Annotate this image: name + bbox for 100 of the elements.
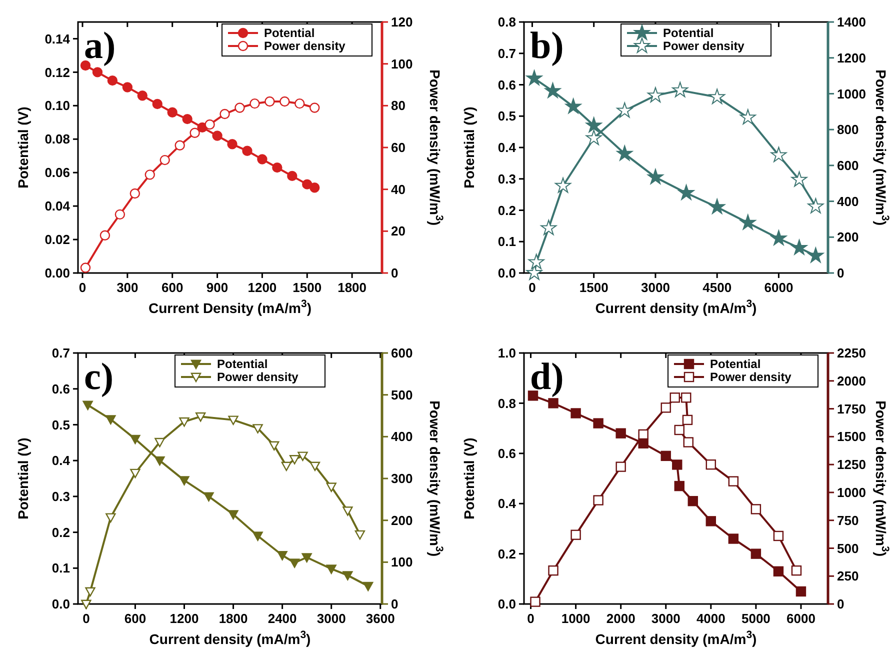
x-tick-label: 5000 <box>741 611 770 626</box>
y-tick-label: 0.08 <box>44 132 70 147</box>
legend-label: Potential <box>710 357 761 372</box>
point <box>179 417 190 427</box>
y-tick-label: 0.8 <box>498 14 516 30</box>
y2-tick-label: 300 <box>391 471 413 486</box>
y-tick-label: 0.6 <box>498 77 516 92</box>
y2-tick-label: 1500 <box>837 429 866 444</box>
y2-tick-label: 80 <box>391 98 406 114</box>
y-tick-label: 0.1 <box>498 234 516 250</box>
y-tick-label: 0.5 <box>52 417 70 432</box>
point <box>647 168 664 184</box>
point <box>190 128 200 138</box>
point <box>638 429 648 440</box>
x-tick-label: 1800 <box>218 611 248 626</box>
x-tick-label: 2000 <box>606 611 636 626</box>
chart-title: d) <box>530 356 564 398</box>
point <box>647 87 664 102</box>
point <box>660 450 671 462</box>
y-tick-label: 0.4 <box>498 140 517 156</box>
y-tick-label: 0.0 <box>498 266 516 281</box>
point <box>808 198 824 214</box>
point <box>750 504 762 514</box>
point <box>298 452 308 462</box>
y-tick-label: 0.2 <box>52 524 70 540</box>
y-tick-label: 0.02 <box>44 232 70 248</box>
y-tick-label: 0.7 <box>52 346 70 361</box>
point <box>250 98 260 109</box>
x-tick-label: 600 <box>161 280 184 295</box>
y-tick-label: 0.1 <box>52 560 70 576</box>
x-tick-label: 300 <box>116 280 138 295</box>
legend-label: Potential <box>217 357 268 372</box>
point <box>528 254 544 270</box>
x-axis-title: Current density (mA/m$^{3}$) <box>595 629 757 647</box>
point <box>674 480 684 492</box>
legend-label: Potential <box>264 26 315 40</box>
point <box>257 154 268 164</box>
point <box>287 170 298 182</box>
point <box>92 67 103 78</box>
x-tick-label: 1200 <box>248 280 277 295</box>
y-tick-label: 0.06 <box>44 165 70 180</box>
point <box>204 119 215 130</box>
x-axis-title: Current density (mA/m$^{3}$) <box>595 298 757 316</box>
point <box>174 140 185 151</box>
point <box>302 553 312 562</box>
chart-title: b) <box>530 25 564 67</box>
y-tick-label: 0.00 <box>44 266 70 281</box>
point <box>269 441 280 451</box>
y2-tick-label: 500 <box>391 387 413 402</box>
chart-title: c) <box>84 356 114 398</box>
point <box>154 456 165 466</box>
point <box>242 146 252 156</box>
x-tick-label: 4000 <box>696 611 726 626</box>
legend-label: Potential <box>663 26 714 40</box>
point <box>526 70 542 86</box>
point <box>85 587 96 597</box>
point <box>672 460 682 470</box>
y2-tick-label: 120 <box>391 14 413 30</box>
point <box>674 424 684 436</box>
x-tick-label: 900 <box>206 280 228 295</box>
y2-tick-label: 60 <box>391 140 406 156</box>
point <box>688 496 698 506</box>
point <box>740 109 756 124</box>
y-tick-label: 0.6 <box>498 446 516 461</box>
y2-tick-label: 200 <box>391 512 413 528</box>
point <box>289 558 300 568</box>
point <box>130 188 140 199</box>
point <box>616 102 633 118</box>
chart-title: a) <box>84 25 116 67</box>
point <box>706 459 716 470</box>
y-axis-title: Potential (V) <box>461 438 477 520</box>
y2-tick-label: 750 <box>837 512 859 528</box>
y-tick-label: 0.4 <box>52 453 71 468</box>
y-tick-label: 0.6 <box>52 381 70 396</box>
point <box>114 209 126 220</box>
point <box>706 516 716 526</box>
point <box>342 571 353 580</box>
y2-tick-label: 0 <box>391 596 398 612</box>
point <box>107 75 118 86</box>
x-tick-label: 3000 <box>651 611 680 626</box>
x-tick-label: 600 <box>124 611 146 626</box>
y-tick-label: 0.7 <box>498 46 516 61</box>
y2-tick-label: 2250 <box>837 346 866 361</box>
point <box>709 198 726 214</box>
y-tick-label: 0.5 <box>498 108 516 124</box>
y-tick-label: 0.2 <box>498 546 516 562</box>
point <box>294 98 305 109</box>
y-tick-label: 0.4 <box>498 496 517 512</box>
x-axis-title: Current Density (mA/m$^{3}$) <box>148 298 312 316</box>
x-tick-label: 3000 <box>316 611 346 626</box>
point <box>548 565 558 576</box>
point <box>354 530 366 540</box>
point <box>281 462 292 472</box>
point <box>160 154 170 166</box>
x-tick-label: 1500 <box>579 280 608 295</box>
y2-tick-label: 400 <box>837 194 859 209</box>
y-axis-title: Potential (V) <box>461 106 477 188</box>
point <box>544 82 561 98</box>
point <box>310 462 320 472</box>
point <box>144 170 155 180</box>
